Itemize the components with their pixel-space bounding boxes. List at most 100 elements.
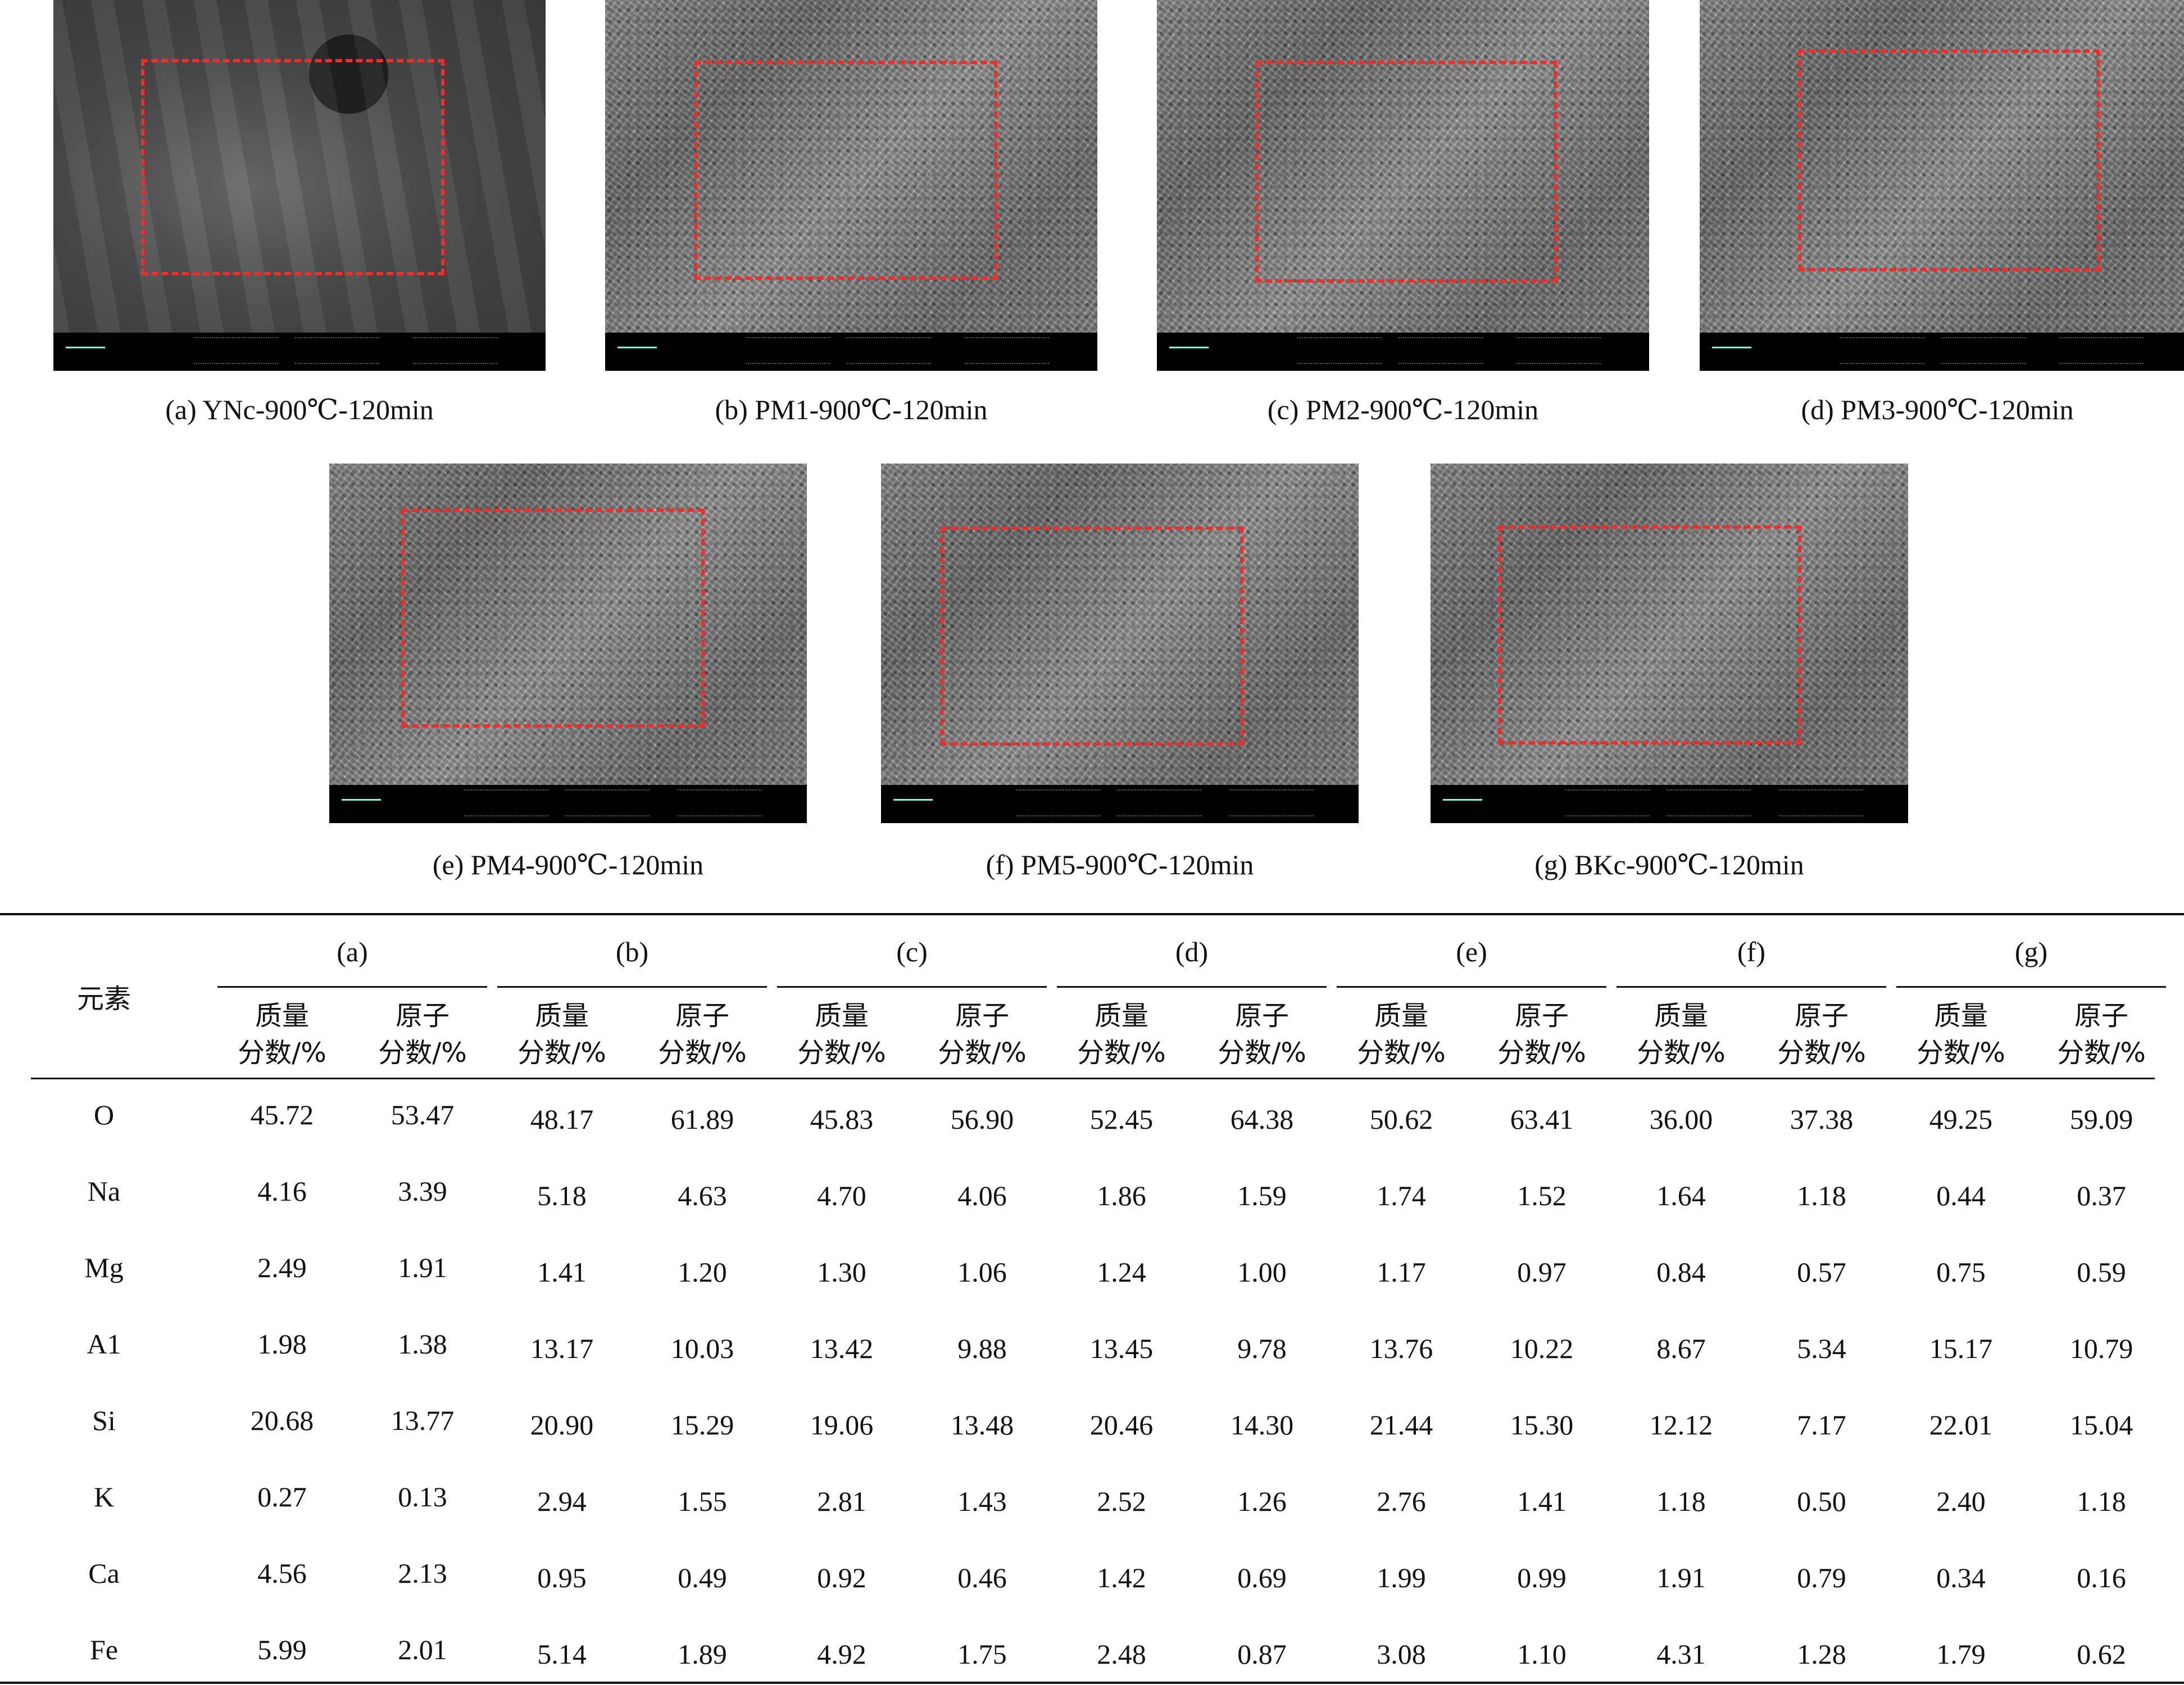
table-cell: 2.81: [817, 1486, 866, 1517]
table-cell: 1.99: [1377, 1562, 1426, 1593]
mass-fraction-header: 质量 分数/%: [1077, 1000, 1166, 1069]
sem-info-bar: [1157, 333, 1649, 371]
caption-d: (d) PM3-900℃-120min: [1801, 394, 2074, 425]
table-cell: 15.04: [2069, 1409, 2133, 1441]
table-cell: 14.30: [1230, 1409, 1294, 1441]
scale-bar: [1169, 347, 1209, 348]
table-cell: 0.69: [1237, 1562, 1287, 1593]
table-cell: 61.89: [670, 1103, 734, 1135]
table-cell: 1.00: [1237, 1256, 1287, 1288]
caption-a: (a) YNc-900℃-120min: [165, 394, 434, 425]
table-cell: 0.13: [398, 1481, 447, 1513]
caption-b: (b) PM1-900℃-120min: [715, 394, 988, 425]
region-of-interest-box: [1498, 525, 1801, 744]
table-cell: 0.59: [2077, 1256, 2126, 1288]
table-cell: 13.76: [1369, 1333, 1433, 1364]
atomic-fraction-header: 原子 分数/%: [938, 1000, 1027, 1069]
sem-info-bar: [53, 333, 546, 371]
table-cell: 1.98: [257, 1328, 307, 1360]
table-cell: 63.41: [1510, 1103, 1574, 1135]
table-cell: 12.12: [1649, 1409, 1713, 1441]
atomic-fraction-header: 原子 分数/%: [2057, 1000, 2146, 1069]
caption-f: (f) PM5-900℃-120min: [986, 849, 1254, 880]
table-cell: 1.18: [1797, 1180, 1846, 1211]
element-column-header: 元素: [76, 983, 131, 1015]
table-cell: 64.38: [1230, 1103, 1294, 1135]
mass-fraction-header: 质量 分数/%: [1917, 1000, 2005, 1069]
table-cell: 0.37: [2077, 1180, 2126, 1211]
table-cell: 0.95: [537, 1562, 587, 1593]
group-underline: [1057, 986, 1327, 988]
table-cell: 15.29: [670, 1409, 734, 1441]
sem-image-f: [881, 464, 1359, 823]
table-cell: 4.31: [1656, 1638, 1706, 1670]
table-cell: 0.49: [678, 1562, 727, 1593]
table-cell: 0.79: [1797, 1562, 1846, 1593]
region-of-interest-box: [1798, 49, 2100, 271]
atomic-fraction-header: 原子 分数/%: [378, 1000, 467, 1069]
table-cell: 13.45: [1089, 1333, 1154, 1364]
scale-bar: [1443, 799, 1482, 801]
sem-image-c: [1157, 0, 1649, 371]
table-cell: 37.38: [1790, 1103, 1854, 1135]
table-cell: 1.86: [1097, 1180, 1146, 1211]
scale-bar: [617, 347, 657, 348]
table-cell: 20.90: [530, 1409, 594, 1441]
table-cell: 1.55: [678, 1486, 727, 1517]
table-bottom-rule: [0, 1682, 2184, 1684]
table-cell: 2.01: [398, 1634, 447, 1665]
table-cell: 0.97: [1517, 1256, 1567, 1288]
table-cell: 0.87: [1237, 1638, 1287, 1670]
table-cell: 1.91: [1656, 1562, 1706, 1593]
table-cell: 0.50: [1797, 1486, 1846, 1517]
atomic-fraction-header: 原子 分数/%: [1777, 1000, 1866, 1069]
group-header-d: (d): [1175, 936, 1209, 968]
table-cell: 21.44: [1369, 1409, 1433, 1441]
sem-info-bar: [1431, 785, 1908, 823]
caption-e: (e) PM4-900℃-120min: [432, 849, 704, 880]
table-cell: 9.78: [1237, 1333, 1287, 1364]
table-cell: 4.70: [817, 1180, 866, 1211]
table-cell: 1.43: [957, 1486, 1007, 1517]
table-cell: 1.75: [957, 1638, 1007, 1670]
table-cell: 45.72: [250, 1099, 314, 1130]
table-cell: 1.41: [537, 1256, 587, 1288]
table-cell: 49.25: [1929, 1103, 1993, 1135]
table-cell: 3.08: [1377, 1638, 1426, 1670]
table-cell: 53.47: [391, 1099, 455, 1130]
mass-fraction-header: 质量 分数/%: [238, 1000, 326, 1069]
table-header-rule: [31, 1078, 2155, 1079]
table-cell: 0.46: [957, 1562, 1007, 1593]
caption-g: (g) BKc-900℃-120min: [1534, 849, 1804, 880]
element-label: Fe: [90, 1634, 118, 1665]
table-cell: 15.30: [1510, 1409, 1574, 1441]
table-cell: 1.30: [817, 1256, 866, 1288]
sem-info-bar: [605, 333, 1097, 371]
atomic-fraction-header: 原子 分数/%: [1218, 1000, 1306, 1069]
table-cell: 2.40: [1936, 1486, 1986, 1517]
scale-bar: [1712, 347, 1751, 348]
group-underline: [217, 986, 487, 988]
sem-image-b: [605, 0, 1097, 371]
table-cell: 1.41: [1517, 1486, 1567, 1517]
table-cell: 10.79: [2069, 1333, 2133, 1364]
mass-fraction-header: 质量 分数/%: [797, 1000, 886, 1069]
table-cell: 1.17: [1377, 1256, 1426, 1288]
element-label: Ca: [88, 1557, 120, 1589]
region-of-interest-box: [694, 61, 997, 280]
group-underline: [497, 986, 767, 988]
table-cell: 1.74: [1377, 1180, 1426, 1211]
group-header-f: (f): [1737, 936, 1765, 968]
table-cell: 22.01: [1929, 1409, 1993, 1441]
table-cell: 0.34: [1936, 1562, 1986, 1593]
table-top-rule: [0, 913, 2184, 915]
table-cell: 1.10: [1517, 1638, 1567, 1670]
table-cell: 15.17: [1929, 1333, 1993, 1364]
table-cell: 5.14: [537, 1638, 587, 1670]
table-cell: 0.62: [2077, 1638, 2126, 1670]
table-cell: 1.79: [1936, 1638, 1986, 1670]
group-header-c: (c): [896, 936, 928, 968]
table-cell: 13.17: [530, 1333, 594, 1364]
table-cell: 13.48: [950, 1409, 1014, 1441]
sem-image-d: [1700, 0, 2184, 371]
